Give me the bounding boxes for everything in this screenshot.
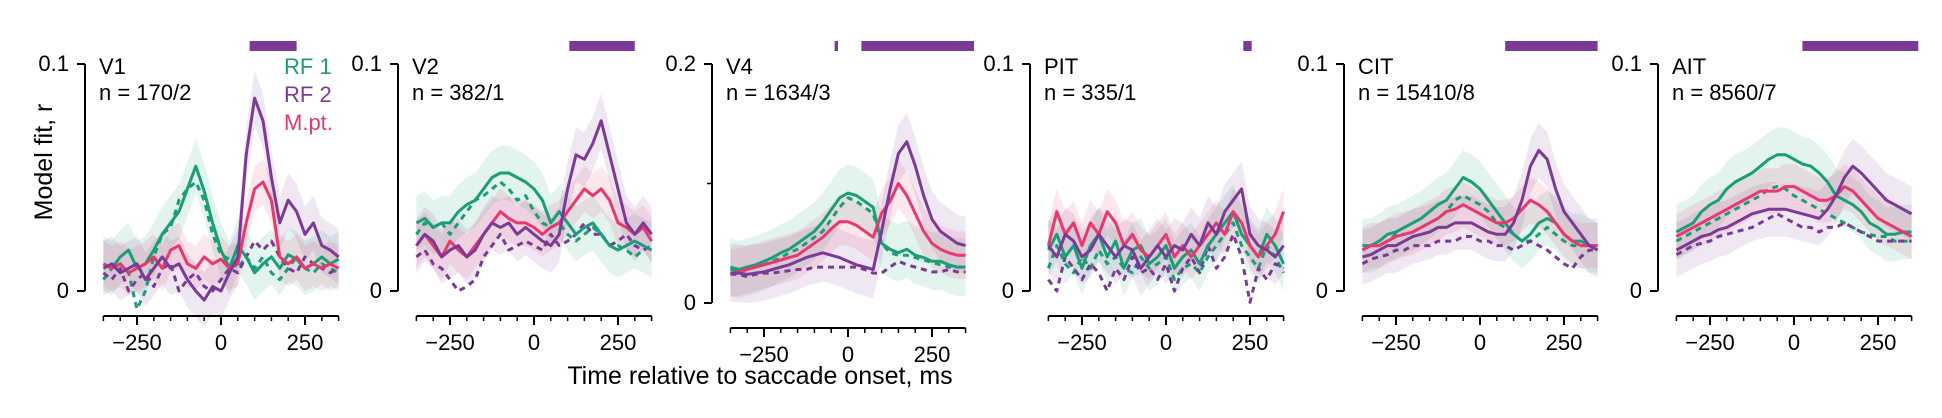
mpt-solid-line [102,180,340,275]
panel-v1: 0 0.1 −250 0 250 V1n = 170/2 [38,41,340,355]
significance-bar [1243,41,1252,51]
rf2-dashed-line [1047,232,1285,304]
rf1-confidence-band [103,138,339,301]
rf1-dashed-line [1361,194,1598,252]
x-tick-label: 250 [914,342,951,367]
y-tick-label: 0.1 [351,51,382,76]
rf2-confidence-band [730,113,966,303]
significance-bar [834,41,838,51]
mpt-confidence-band [1362,177,1598,273]
x-tick-label: 250 [1546,330,1583,355]
mpt-solid-line [1361,198,1598,252]
x-tick-label: −250 [1371,330,1421,355]
y-tick-label: 0.1 [1611,51,1642,76]
rf1-solid-line [415,171,653,252]
x-tick-label: 250 [600,330,637,355]
panel-n-label: n = 170/2 [99,80,191,105]
rf1-dashed-line [1675,185,1912,243]
significance-bar [569,41,635,51]
rf1-dashed-line [730,196,966,271]
y-tick-label: 0.1 [38,51,69,76]
rf2-solid-line [730,140,966,276]
y-tick-label: 0.1 [1297,51,1328,76]
x-tick-label: 0 [1474,330,1486,355]
significance-bar [1802,41,1919,51]
rf2-dashed-line [415,221,653,293]
mpt-solid-line [1675,185,1913,238]
y-tick-label: 0 [1316,278,1328,303]
panel-title: V2 [412,54,439,79]
x-tick-label: 0 [528,330,540,355]
panel-n-label: n = 382/1 [412,80,504,105]
rf1-confidence-band [416,145,652,278]
rf2-solid-line [1362,148,1599,259]
rf1-solid-line [729,191,966,271]
x-tick-label: 0 [842,342,854,367]
x-tick-label: 250 [287,330,324,355]
rf2-dashed-line [1361,235,1598,270]
rf2-solid-line [1047,187,1285,270]
rf2-dashed-line [730,259,966,279]
y-tick-label: 0 [57,278,69,303]
y-tick-label: 0 [370,278,382,303]
legend-entry: RF 2 [284,82,332,107]
legend: RF 1 RF 2 M.pt. [284,54,333,135]
rf2-solid-line [415,119,653,259]
panel-title: AIT [1672,54,1706,79]
x-tick-label: −250 [739,342,789,367]
y-tick-label: 0 [1630,278,1642,303]
x-tick-label: 0 [215,330,227,355]
panel-title: V4 [726,54,753,79]
significance-bar [249,41,297,51]
x-tick-label: −250 [425,330,475,355]
mpt-confidence-band [1676,163,1912,260]
panel-title: PIT [1044,54,1078,79]
panel-n-label: n = 335/1 [1044,80,1136,105]
x-tick-label: −250 [1685,330,1735,355]
panel-v2: 0 0.1 −250 0 250 V2n = 382/1 [351,41,653,355]
x-tick-label: −250 [112,330,162,355]
panel-title: V1 [99,54,126,79]
significance-bar [861,41,974,51]
x-tick-label: 250 [1860,330,1897,355]
mpt-confidence-band [103,159,339,296]
x-tick-label: 250 [1232,330,1269,355]
y-tick-label: 0.1 [983,51,1014,76]
mpt-solid-line [730,182,966,275]
x-tick-label: 0 [1788,330,1800,355]
significance-bar [1505,41,1598,51]
panel-n-label: n = 8560/7 [1672,80,1777,105]
panel-v4: 0 0.2 −250 0 250 V4n = 1634/3 [665,41,974,367]
y-tick-label: 0.2 [665,51,696,76]
x-tick-label: 0 [1160,330,1172,355]
rf2-confidence-band [1676,138,1912,278]
rf2-solid-line [102,96,340,302]
rf1-confidence-band [1362,150,1598,273]
y-tick-label: 0 [684,290,696,315]
x-axis-title: Time relative to saccade onset, ms [567,362,952,390]
rf2-confidence-band [103,70,339,328]
panel-title: CIT [1358,54,1393,79]
panel-n-label: n = 15410/8 [1358,80,1475,105]
rf2-solid-line [1675,164,1913,252]
legend-entry: M.pt. [284,110,333,135]
legend-entry: RF 1 [284,54,332,79]
y-axis-title: Model fit, r [30,104,58,221]
mpt-solid-line [1046,210,1286,259]
y-tick-label: 0 [1002,278,1014,303]
rf1-solid-line [1675,153,1912,236]
x-tick-label: −250 [1057,330,1107,355]
panel-n-label: n = 1634/3 [726,80,831,105]
